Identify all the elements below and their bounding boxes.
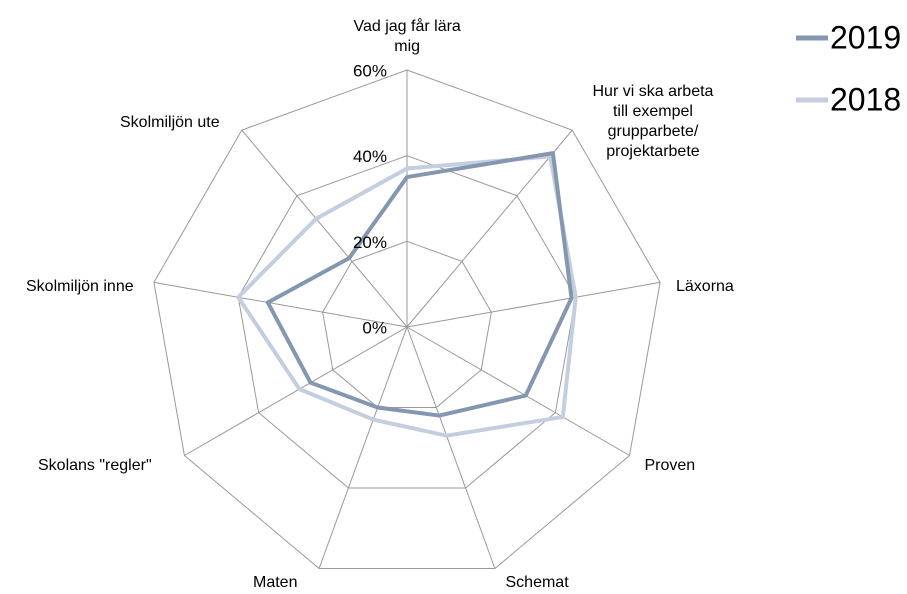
category-label: Proven (644, 457, 696, 474)
grid-ring (237, 155, 577, 489)
category-label: Vad jag får lära mig (353, 18, 461, 55)
tick-label: 0% (362, 318, 387, 337)
axis-spoke (406, 326, 496, 569)
legend-label: 2019 (830, 19, 901, 55)
axis-spoke (406, 326, 630, 456)
category-label: Skolans "regler" (38, 457, 152, 474)
axis-spoke (318, 326, 408, 569)
legend-label: 2018 (830, 81, 901, 117)
tick-label: 40% (353, 147, 387, 166)
grid-ring (153, 69, 661, 570)
category-label: Skolmiljön ute (120, 114, 220, 131)
tick-label: 20% (353, 233, 387, 252)
axis-spoke (153, 281, 408, 328)
axis-spoke (241, 129, 408, 328)
category-label: Skolmiljön inne (26, 278, 134, 295)
axis-spoke (184, 326, 408, 456)
grid-ring (322, 240, 492, 409)
tick-label: 60% (353, 61, 387, 80)
category-label: Maten (253, 574, 298, 591)
category-label: Läxorna (676, 278, 734, 295)
category-label: Hur vi ska arbeta till exempel grupparbe… (592, 83, 714, 160)
category-label: Schemat (505, 574, 569, 591)
series-line (265, 151, 574, 418)
axis-spoke (406, 129, 573, 328)
axis-spoke (406, 281, 661, 328)
